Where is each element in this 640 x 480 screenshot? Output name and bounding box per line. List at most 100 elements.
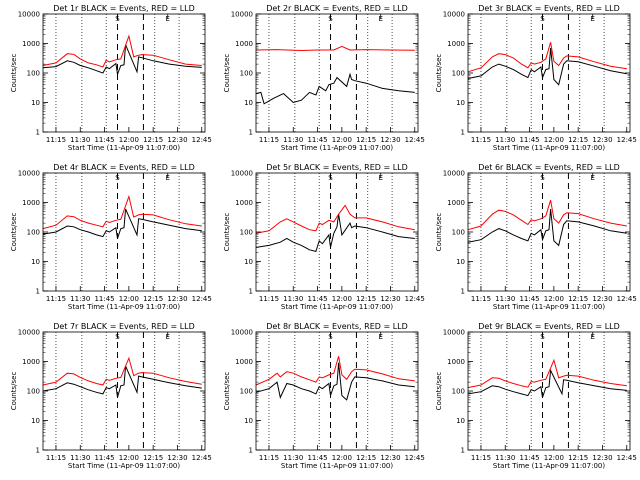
- y-tick-label: 1000: [22, 358, 40, 366]
- y-tick-label: 10000: [18, 329, 40, 337]
- series-line-black: [42, 44, 202, 77]
- x-tick-label: 12:30: [592, 136, 612, 144]
- x-tick-label: 12:45: [617, 136, 637, 144]
- series-line-black: [255, 72, 415, 105]
- y-tick-label: 10: [31, 99, 40, 107]
- series-line-black: [467, 368, 627, 398]
- x-tick-label: 11:15: [46, 136, 66, 144]
- x-tick-label: 12:15: [568, 136, 588, 144]
- y-tick-label: 10000: [443, 329, 465, 337]
- y-tick-label: 1000: [22, 199, 40, 207]
- y-tick-label: 100: [27, 229, 40, 237]
- series-line-black: [42, 365, 202, 398]
- y-tick-label: 1: [36, 447, 40, 455]
- plot-frame: [467, 13, 631, 133]
- x-tick-label: 12:45: [405, 454, 425, 462]
- y-tick-label: 1000: [447, 40, 465, 48]
- marker-label: E: [166, 333, 170, 341]
- marker-label: S: [115, 174, 120, 182]
- x-axis-label: Start Time (11-Apr-09 11:07:00): [281, 462, 393, 470]
- y-tick-label: 10000: [18, 11, 40, 19]
- y-tick-label: 10: [456, 99, 465, 107]
- x-tick-label: 12:30: [592, 454, 612, 462]
- plot-frame: [42, 331, 206, 451]
- marker-label: E: [166, 174, 170, 182]
- chart-panel-3: Det 3r BLACK = Events, RED = LLD S E 1 10 100…: [435, 4, 637, 152]
- plot-frame: [42, 13, 206, 133]
- marker-label: S: [115, 333, 120, 341]
- chart-title: Det 6r BLACK = Events, RED = LLD: [478, 163, 620, 172]
- x-tick-label: 11:15: [259, 454, 279, 462]
- marker-label: S: [328, 333, 333, 341]
- x-tick-label: 12:15: [568, 454, 588, 462]
- x-tick-label: 12:15: [143, 136, 163, 144]
- chart-panel-9: Det 9r BLACK = Events, RED = LLD S E 1 10 100…: [435, 322, 637, 470]
- x-tick-label: 12:15: [143, 454, 163, 462]
- y-tick-label: 10: [244, 258, 253, 266]
- chart-panel-4: Det 4r BLACK = Events, RED = LLD S E 1 10 100…: [10, 163, 212, 311]
- chart-title: Det 7r BLACK = Events, RED = LLD: [53, 322, 195, 331]
- x-tick-label: 12:30: [380, 454, 400, 462]
- x-axis-label: Start Time (11-Apr-09 11:07:00): [493, 144, 605, 152]
- x-tick-label: 12:30: [592, 295, 612, 303]
- marker-label: E: [379, 333, 383, 341]
- series-line-black: [255, 362, 415, 401]
- y-tick-label: 1000: [235, 358, 253, 366]
- y-tick-label: 100: [240, 70, 253, 78]
- chart-title: Det 8r BLACK = Events, RED = LLD: [266, 322, 408, 331]
- marker-label: S: [540, 174, 545, 182]
- chart-panel-1: Det 1r BLACK = Events, RED = LLD S E 1 10 100…: [10, 4, 212, 152]
- x-tick-label: 12:30: [167, 136, 187, 144]
- y-tick-label: 100: [240, 229, 253, 237]
- plot-frame: [467, 331, 631, 451]
- x-tick-label: 11:30: [283, 295, 303, 303]
- x-tick-label: 11:30: [495, 295, 515, 303]
- marker-label: S: [328, 15, 333, 23]
- series-line-red: [42, 194, 202, 230]
- x-tick-label: 12:15: [143, 295, 163, 303]
- y-tick-label: 100: [452, 229, 465, 237]
- plot-frame: [255, 172, 419, 292]
- y-tick-label: 10: [31, 417, 40, 425]
- x-tick-label: 11:45: [307, 295, 327, 303]
- marker-label: S: [540, 15, 545, 23]
- x-tick-label: 12:45: [192, 295, 212, 303]
- x-tick-label: 12:15: [356, 295, 376, 303]
- series-line-red: [255, 204, 415, 234]
- y-axis-label: Counts/sec: [435, 372, 443, 411]
- x-axis-label: Start Time (11-Apr-09 11:07:00): [281, 303, 393, 311]
- y-tick-label: 1: [461, 288, 465, 296]
- chart-title: Det 3r BLACK = Events, RED = LLD: [478, 4, 620, 13]
- x-tick-label: 11:30: [283, 136, 303, 144]
- x-tick-label: 12:15: [356, 136, 376, 144]
- x-tick-label: 11:45: [307, 136, 327, 144]
- x-tick-label: 12:00: [332, 454, 352, 462]
- x-tick-label: 12:00: [119, 454, 139, 462]
- x-axis-label: Start Time (11-Apr-09 11:07:00): [68, 462, 180, 470]
- series-line-red: [467, 42, 627, 73]
- x-tick-label: 12:00: [544, 454, 564, 462]
- chart-title: Det 5r BLACK = Events, RED = LLD: [266, 163, 408, 172]
- y-tick-label: 10: [244, 99, 253, 107]
- chart-panel-2: Det 2r BLACK = Events, RED = LLD S E 1 10 100…: [223, 4, 425, 152]
- y-tick-label: 1: [36, 288, 40, 296]
- marker-label: E: [379, 174, 383, 182]
- y-tick-label: 1: [249, 288, 253, 296]
- y-axis-label: Counts/sec: [10, 213, 18, 252]
- x-tick-label: 12:15: [356, 454, 376, 462]
- x-tick-label: 11:45: [519, 454, 539, 462]
- y-tick-label: 1: [461, 447, 465, 455]
- chart-title: Det 4r BLACK = Events, RED = LLD: [53, 163, 195, 172]
- y-tick-label: 10000: [443, 170, 465, 178]
- marker-label: S: [540, 333, 545, 341]
- x-tick-label: 11:15: [471, 454, 491, 462]
- x-tick-label: 12:45: [192, 454, 212, 462]
- series-line-red: [42, 34, 202, 68]
- plot-frame: [42, 172, 206, 292]
- series-line-black: [255, 214, 415, 252]
- x-tick-label: 11:45: [94, 454, 114, 462]
- y-tick-label: 10000: [443, 11, 465, 19]
- y-tick-label: 1000: [235, 199, 253, 207]
- series-line-black: [42, 208, 202, 239]
- chart-panel-8: Det 8r BLACK = Events, RED = LLD S E 1 10 100…: [223, 322, 425, 470]
